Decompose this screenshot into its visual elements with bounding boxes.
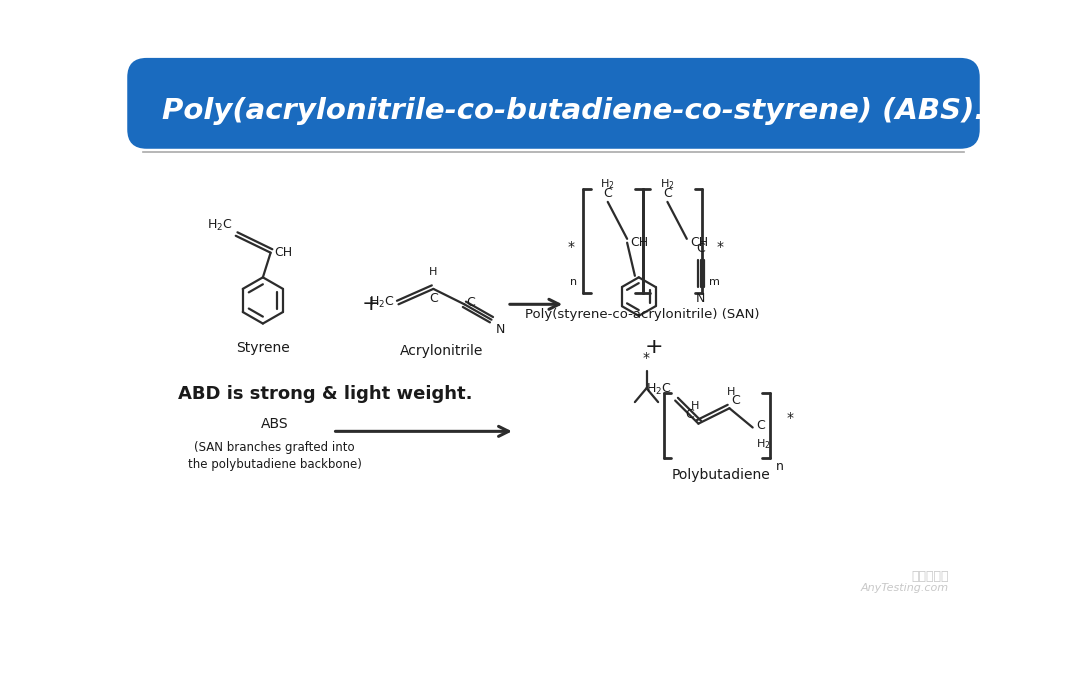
Text: H$_2$: H$_2$ <box>660 178 675 191</box>
Text: C: C <box>685 408 693 421</box>
Text: CH: CH <box>690 236 708 249</box>
Text: CH: CH <box>631 236 648 249</box>
Text: *: * <box>567 240 575 254</box>
Text: +: + <box>645 337 663 356</box>
Text: N: N <box>697 292 705 305</box>
Text: 嘉岽检测网: 嘉岽检测网 <box>912 570 948 583</box>
Text: ABS: ABS <box>260 416 288 431</box>
Text: C: C <box>756 419 765 433</box>
Text: *: * <box>786 411 794 425</box>
Text: n: n <box>569 277 577 288</box>
Text: AnyTesting.com: AnyTesting.com <box>861 583 948 593</box>
Text: *: * <box>716 240 724 254</box>
Text: Acrylonitrile: Acrylonitrile <box>400 344 483 358</box>
Text: m: m <box>708 277 719 288</box>
Text: (SAN branches grafted into
the polybutadiene backbone): (SAN branches grafted into the polybutad… <box>188 441 362 470</box>
Text: H: H <box>429 267 437 277</box>
FancyBboxPatch shape <box>127 58 980 148</box>
Text: Poly(styrene-co-acrylonitrile) (SAN): Poly(styrene-co-acrylonitrile) (SAN) <box>525 308 760 321</box>
Text: H$_2$: H$_2$ <box>756 437 770 452</box>
Text: C: C <box>697 242 705 255</box>
Text: N: N <box>496 323 504 335</box>
Text: n: n <box>775 460 784 473</box>
Text: +: + <box>362 294 380 315</box>
Text: C: C <box>731 394 740 407</box>
Text: H$_2$C: H$_2$C <box>207 217 232 233</box>
Text: CH: CH <box>274 246 293 259</box>
Text: H$_2$C: H$_2$C <box>369 295 394 311</box>
Text: ABD is strong & light weight.: ABD is strong & light weight. <box>177 385 472 404</box>
Text: H: H <box>691 402 700 411</box>
Text: *: * <box>643 351 650 365</box>
Text: H$_2$: H$_2$ <box>600 178 615 191</box>
Text: H$_2$C: H$_2$C <box>646 381 672 397</box>
Text: Styrene: Styrene <box>237 341 289 355</box>
Text: C: C <box>663 188 672 200</box>
Text: H: H <box>727 387 735 398</box>
Text: C: C <box>604 188 612 200</box>
Text: C: C <box>429 292 437 305</box>
Text: Poly(acrylonitrile-co-butadiene-co-styrene) (ABS)…: Poly(acrylonitrile-co-butadiene-co-styre… <box>162 97 1003 125</box>
Text: Polybutadiene: Polybutadiene <box>671 468 770 482</box>
Text: C: C <box>465 296 475 309</box>
